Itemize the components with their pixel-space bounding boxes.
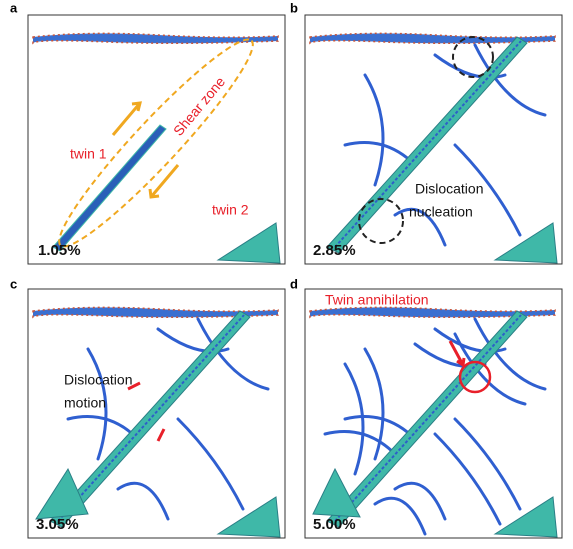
annotation: twin 1	[70, 146, 107, 162]
annotation: twin 2	[212, 202, 249, 218]
annotation: Dislocation	[415, 181, 483, 197]
arrow	[448, 340, 466, 368]
panel-label: b	[290, 0, 298, 15]
marker	[358, 198, 404, 244]
marker	[458, 360, 492, 394]
arrow	[148, 164, 180, 199]
twin	[35, 467, 89, 520]
twin	[52, 124, 167, 252]
shear-zone	[58, 38, 254, 248]
arrow	[127, 381, 141, 391]
annotation: nucleation	[409, 204, 473, 220]
arrow	[156, 428, 166, 442]
panel: Dislocation motion 3.05%	[27, 288, 286, 539]
strain: 5.00%	[313, 516, 356, 533]
strain: 1.05%	[38, 242, 81, 259]
strain: 3.05%	[36, 516, 79, 533]
panel: Twin annihilation 5.00%	[304, 288, 563, 539]
panel: twin 1 Shear zone twin 2 1.05%	[27, 14, 286, 265]
arrow	[111, 101, 142, 136]
annotation: Twin annihilation	[325, 292, 429, 308]
panel-label: d	[290, 276, 298, 291]
panel-label: c	[10, 276, 17, 291]
annotation: motion	[64, 395, 106, 411]
strain: 2.85%	[313, 242, 356, 259]
panel: Dislocation nucleation 2.85%	[304, 14, 563, 265]
annotation: Dislocation	[64, 372, 132, 388]
marker	[452, 36, 494, 78]
twin	[312, 467, 361, 518]
panel-label: a	[10, 0, 18, 15]
